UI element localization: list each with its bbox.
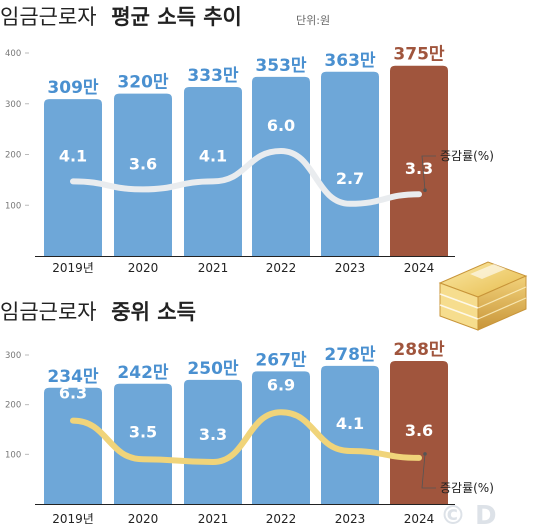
chart2-legend-label: 증감률(%) bbox=[440, 481, 494, 495]
chart1-category-label: 2023 bbox=[335, 261, 366, 275]
chart1-value-label: 333만 bbox=[187, 66, 238, 86]
chart1-title: 임금근로자 평균 소득 추이 bbox=[0, 5, 242, 29]
chart2-category-label: 2019년 bbox=[52, 512, 94, 526]
chart1-value-label: 375만 bbox=[393, 45, 444, 65]
chart1-unit: 단위:원 bbox=[296, 14, 330, 27]
chart1-category-label: 2019년 bbox=[52, 261, 94, 275]
chart2-rate-label: 3.6 bbox=[405, 421, 433, 440]
chart2-category-label: 2024 bbox=[404, 512, 435, 526]
chart1-rate-label: 2.7 bbox=[336, 169, 364, 188]
chart1-legend-label: 증감률(%) bbox=[440, 149, 494, 163]
chart1-legend-dot bbox=[423, 188, 427, 192]
chart1-rate-label: 4.1 bbox=[199, 146, 227, 165]
chart2-rate-line bbox=[70, 409, 422, 466]
chart1-rate-line bbox=[70, 147, 422, 207]
chart1-category-label: 2022 bbox=[266, 261, 297, 275]
chart2-title-normal: 임금근로자 bbox=[0, 300, 97, 324]
chart2-value-label: 250만 bbox=[187, 359, 238, 379]
chart1-bar-2023 bbox=[321, 71, 379, 256]
chart1-ytick-label: 300 bbox=[5, 100, 21, 110]
chart1-rate-label: 3.3 bbox=[405, 159, 433, 178]
chart2-bar-2019년 bbox=[44, 387, 102, 504]
chart1-ytick-label: 200 bbox=[5, 151, 21, 161]
chart2-bar-2022 bbox=[252, 371, 310, 504]
chart2-ytick-label: 100 bbox=[5, 450, 21, 460]
chart1-value-label: 363만 bbox=[324, 51, 375, 71]
chart1-ytick-label: 400 bbox=[5, 49, 21, 59]
chart2-bar-2020 bbox=[114, 383, 172, 504]
chart2-title: 임금근로자 중위 소득 bbox=[0, 300, 196, 324]
chart1-rate-label: 6.0 bbox=[267, 116, 295, 135]
chart1-bar-2020 bbox=[114, 93, 172, 256]
chart2-category-label: 2022 bbox=[266, 512, 297, 526]
chart1-value-label: 320만 bbox=[117, 73, 168, 93]
chart2-legend-leader bbox=[421, 453, 436, 489]
chart1-ytick-label: 100 bbox=[5, 201, 21, 211]
chart2-value-label: 242만 bbox=[117, 363, 168, 383]
chart1-plot: 100 200 300 400 309만 2019년 320만 2020 333만 2021 353… bbox=[5, 45, 494, 275]
chart2-value-label: 288만 bbox=[393, 340, 444, 360]
chart2-plot: 100 200 300 234만 2019년 242만 2020 250만 2021 267만 20… bbox=[5, 340, 494, 526]
chart1-bar-2021 bbox=[184, 87, 242, 256]
chart1-title-bold: 평균 소득 추이 bbox=[111, 5, 242, 29]
chart1-value-label: 309만 bbox=[47, 78, 98, 98]
chart2-bar-2024 bbox=[390, 360, 448, 504]
chart2-rate-label: 6.3 bbox=[59, 384, 87, 403]
chart2-value-label: 267만 bbox=[255, 350, 306, 370]
chart2-ytick-label: 200 bbox=[5, 401, 21, 411]
chart1-category-label: 2020 bbox=[128, 261, 159, 275]
chart2-rate-label: 4.1 bbox=[336, 414, 364, 433]
chart1-bar-2024 bbox=[390, 65, 448, 256]
chart2-rate-label: 6.9 bbox=[267, 375, 295, 394]
chart2-title-bold: 중위 소득 bbox=[111, 300, 196, 324]
chart1-title-normal: 임금근로자 bbox=[0, 5, 97, 29]
chart1-rate-label: 3.6 bbox=[129, 154, 157, 173]
chart1-bar-2019년 bbox=[44, 99, 102, 257]
chart2-rate-label: 3.5 bbox=[129, 422, 157, 441]
chart1-rate-label: 4.1 bbox=[59, 146, 87, 165]
watermark-text: © D bbox=[440, 501, 497, 528]
chart2-bar-2021 bbox=[184, 379, 242, 504]
chart1-category-label: 2021 bbox=[198, 261, 229, 275]
chart2-bar-2023 bbox=[321, 365, 379, 504]
chart2-value-label: 278만 bbox=[324, 345, 375, 365]
chart1-legend-leader bbox=[421, 155, 436, 191]
chart2-ytick-label: 300 bbox=[5, 351, 21, 361]
chart2-category-label: 2021 bbox=[198, 512, 229, 526]
chart1-bar-2022 bbox=[252, 76, 310, 256]
chart2-category-label: 2023 bbox=[335, 512, 366, 526]
money-stack-illustration bbox=[438, 261, 528, 331]
chart2-value-label: 234만 bbox=[47, 367, 98, 387]
chart2-rate-label: 3.3 bbox=[199, 425, 227, 444]
chart1-category-label: 2024 bbox=[404, 261, 435, 275]
chart1-value-label: 353만 bbox=[255, 56, 306, 76]
chart2-legend-dot bbox=[423, 452, 427, 456]
chart2-category-label: 2020 bbox=[128, 512, 159, 526]
